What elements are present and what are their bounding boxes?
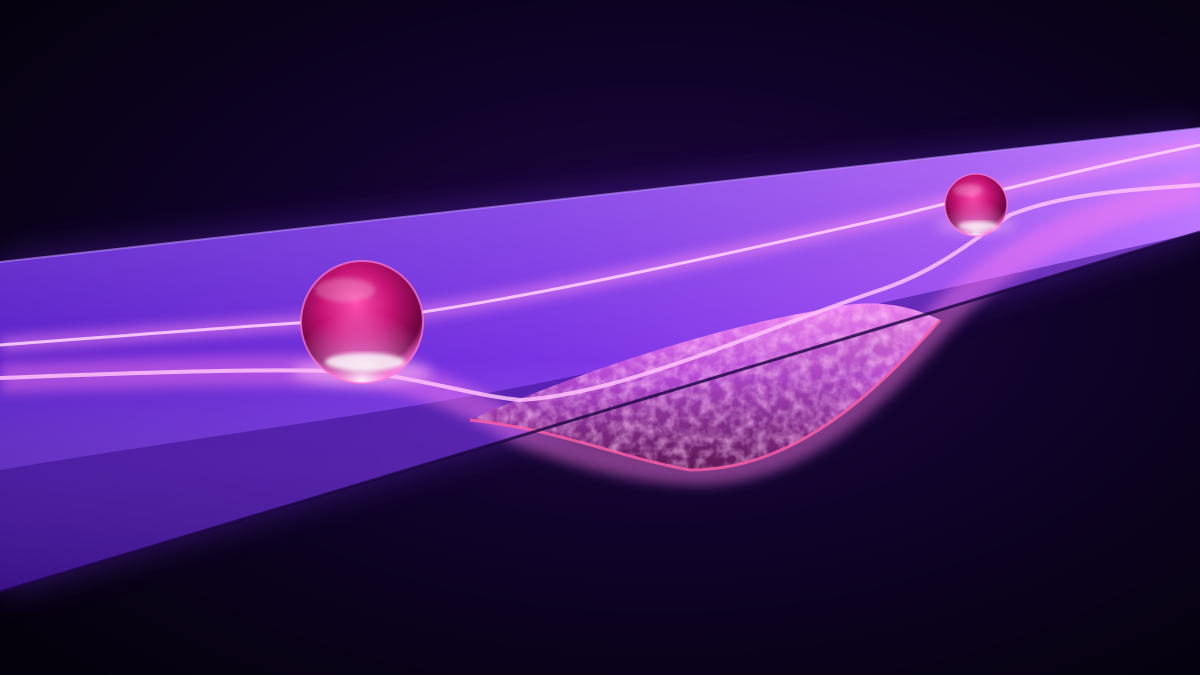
beam-top-edge	[0, 127, 1200, 263]
beam-bottom-edge	[0, 230, 1200, 594]
sphere-right	[936, 173, 1016, 237]
sphere-left	[292, 260, 432, 386]
wave-membrane	[0, 183, 1200, 403]
light-streak	[0, 143, 1200, 347]
trough-rim	[469, 319, 942, 472]
